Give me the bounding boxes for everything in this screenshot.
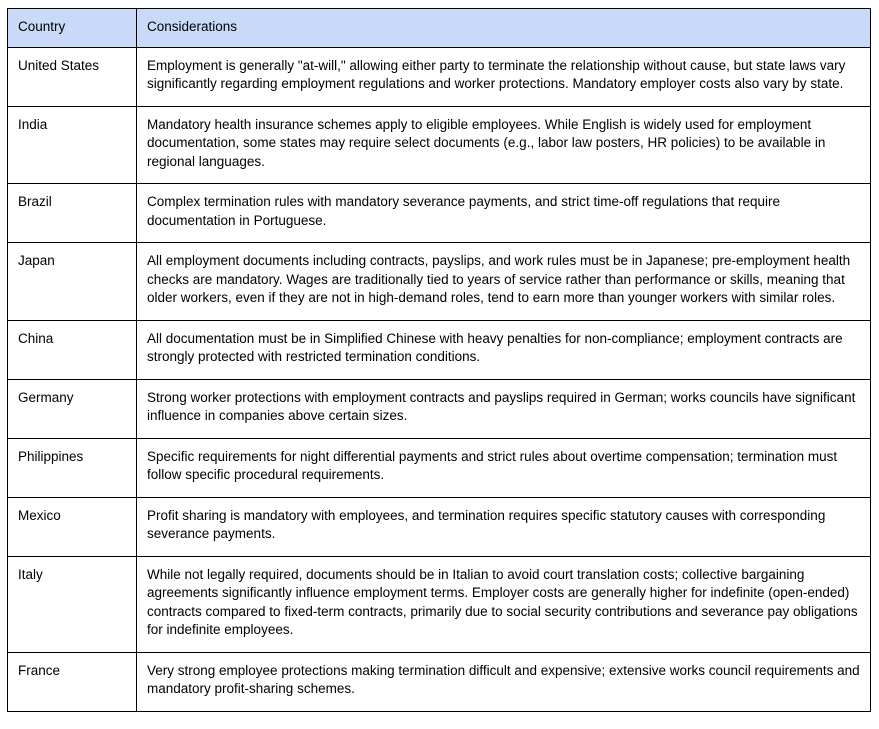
considerations-cell: Profit sharing is mandatory with employe… bbox=[136, 496, 871, 557]
table-row: Germany Strong worker protections with e… bbox=[7, 378, 871, 439]
country-cell: Japan bbox=[7, 242, 137, 321]
considerations-cell: All documentation must be in Simplified … bbox=[136, 319, 871, 380]
country-cell: Mexico bbox=[7, 496, 137, 557]
table-row: Philippines Specific requirements for ni… bbox=[7, 437, 871, 498]
country-cell: Germany bbox=[7, 378, 137, 439]
column-header-country: Country bbox=[7, 8, 137, 48]
considerations-cell: All employment documents including contr… bbox=[136, 242, 871, 321]
country-cell: China bbox=[7, 319, 137, 380]
table-row: Brazil Complex termination rules with ma… bbox=[7, 183, 871, 243]
country-cell: France bbox=[7, 651, 137, 712]
table-row: France Very strong employee protections … bbox=[7, 651, 871, 712]
table-row: India Mandatory health insurance schemes… bbox=[7, 105, 871, 184]
country-cell: Italy bbox=[7, 555, 137, 653]
country-cell: Brazil bbox=[7, 183, 137, 243]
table-row: Japan All employment documents including… bbox=[7, 242, 871, 321]
country-cell: Philippines bbox=[7, 437, 137, 498]
country-cell: India bbox=[7, 105, 137, 184]
considerations-cell: Mandatory health insurance schemes apply… bbox=[136, 105, 871, 184]
considerations-cell: Specific requirements for night differen… bbox=[136, 437, 871, 498]
column-header-considerations: Considerations bbox=[136, 8, 871, 48]
table-row: Mexico Profit sharing is mandatory with … bbox=[7, 496, 871, 557]
considerations-cell: Very strong employee protections making … bbox=[136, 651, 871, 712]
table-row: United States Employment is generally "a… bbox=[7, 46, 871, 107]
country-cell: United States bbox=[7, 46, 137, 107]
considerations-cell: Employment is generally "at-will," allow… bbox=[136, 46, 871, 107]
considerations-cell: Complex termination rules with mandatory… bbox=[136, 183, 871, 243]
table-row: Italy While not legally required, docume… bbox=[7, 555, 871, 653]
considerations-cell: While not legally required, documents sh… bbox=[136, 555, 871, 653]
considerations-cell: Strong worker protections with employmen… bbox=[136, 378, 871, 439]
table-row: China All documentation must be in Simpl… bbox=[7, 319, 871, 380]
header-row: Country Considerations bbox=[7, 8, 871, 48]
country-considerations-table: Country Considerations United States Emp… bbox=[7, 8, 871, 712]
